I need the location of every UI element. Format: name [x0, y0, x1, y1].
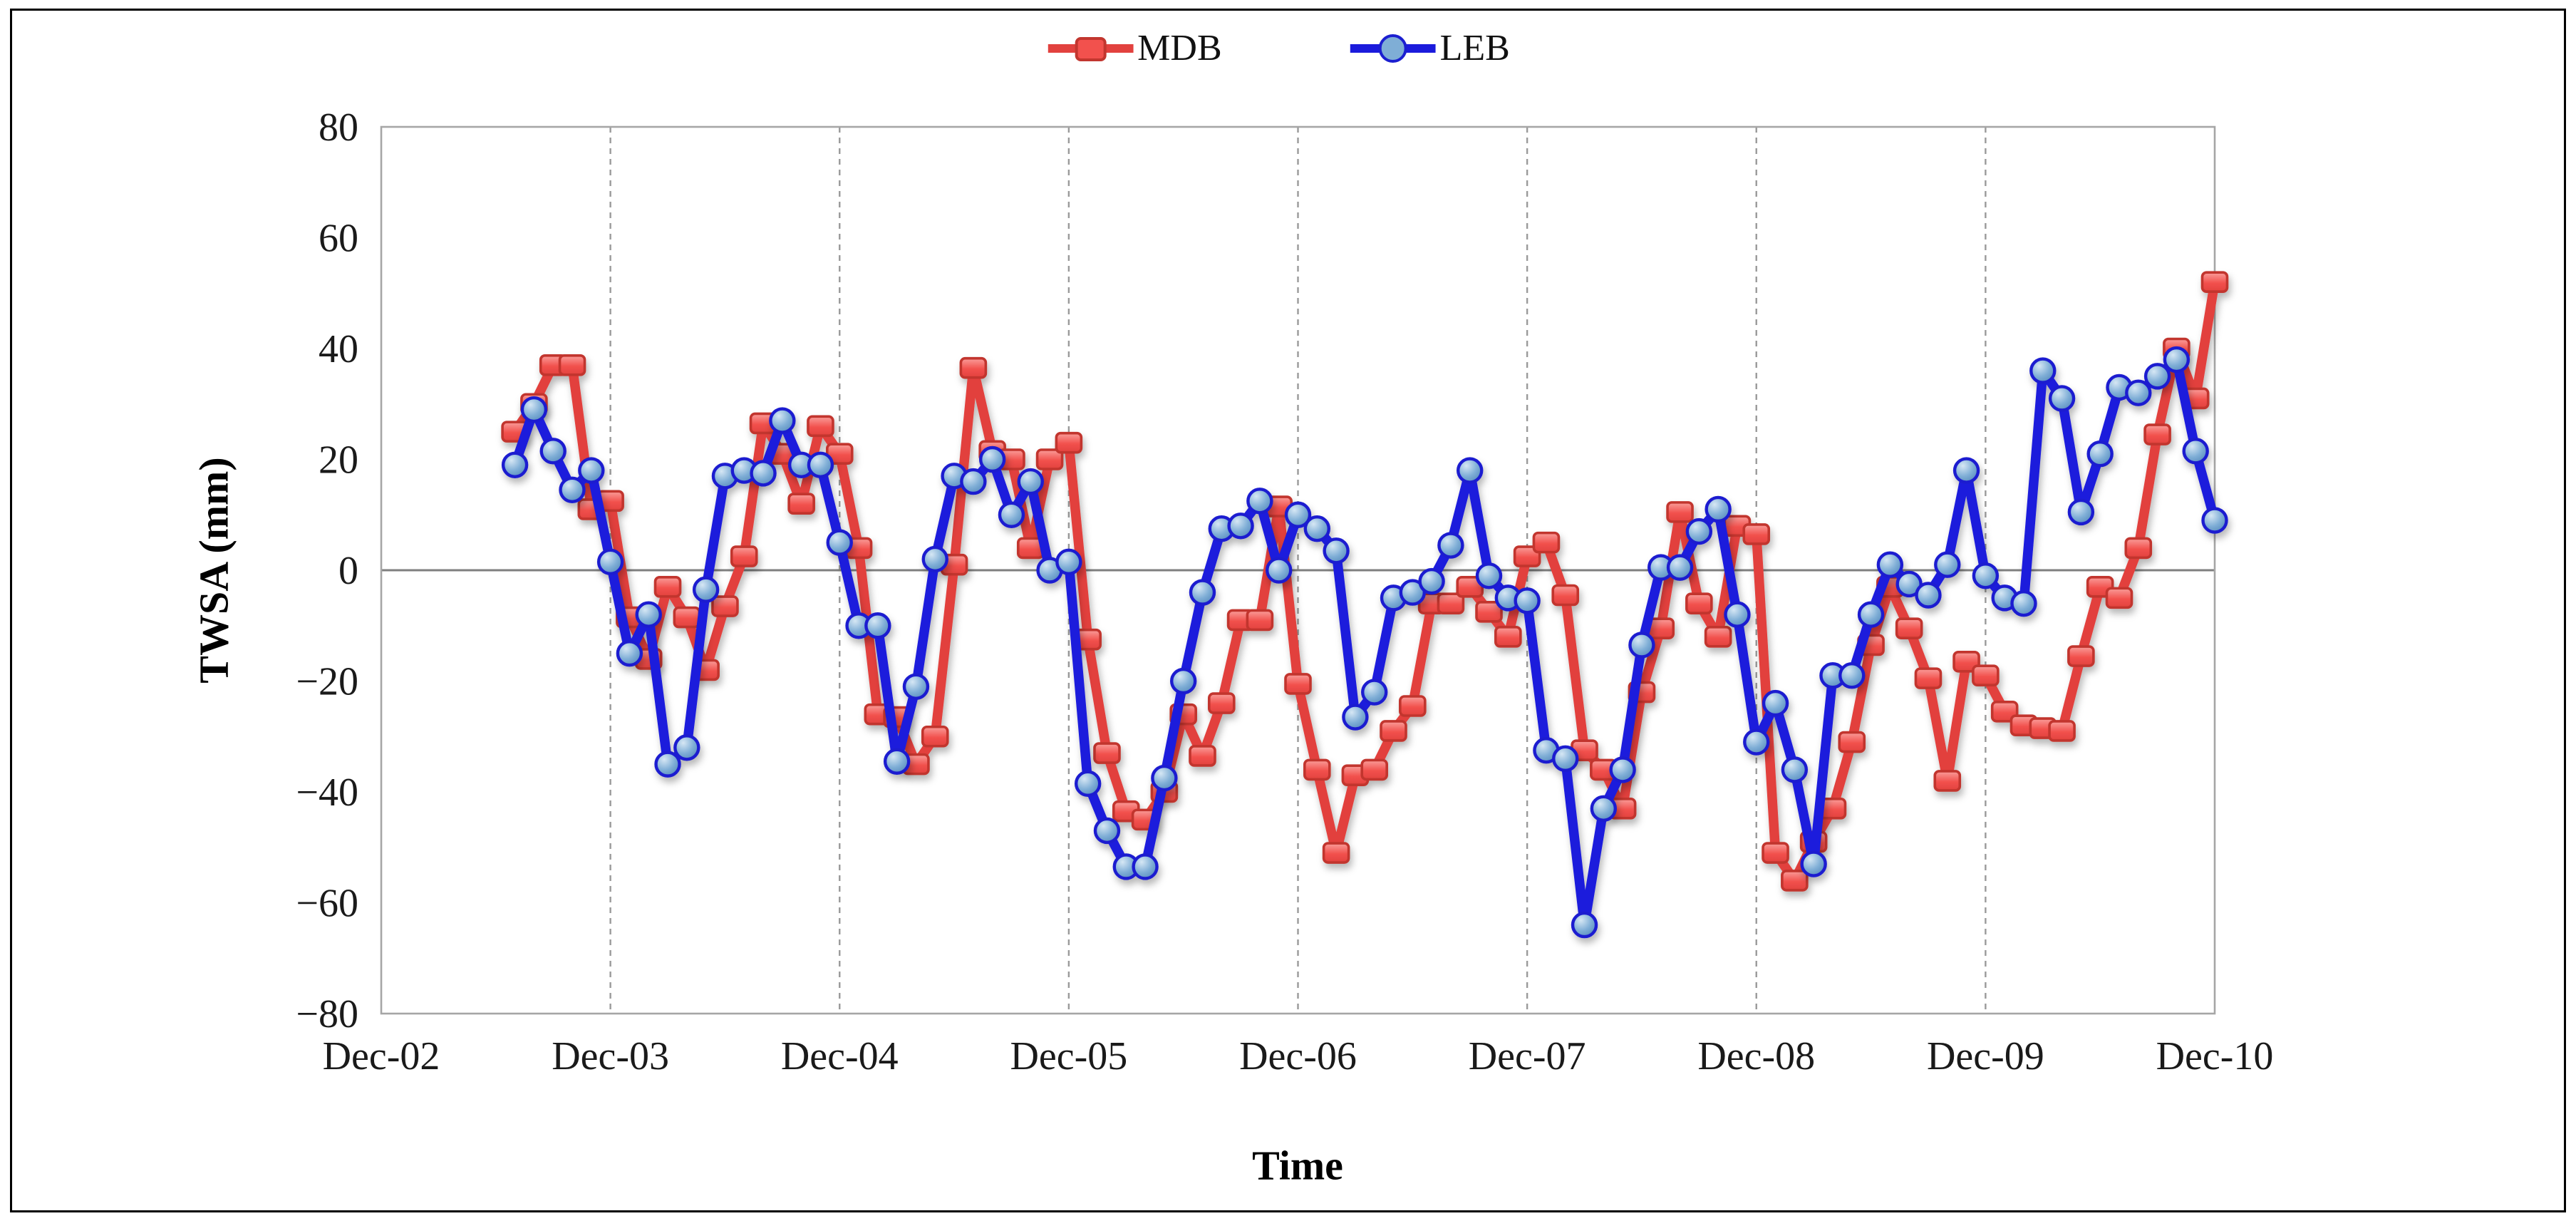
svg-text:Dec-09: Dec-09 — [1927, 1034, 2044, 1078]
svg-text:−60: −60 — [296, 882, 358, 926]
x-axis-title: Time — [1252, 1142, 1343, 1189]
svg-text:−80: −80 — [296, 992, 358, 1036]
svg-text:Dec-07: Dec-07 — [1469, 1034, 1586, 1078]
legend-item-leb: LEB — [1350, 27, 1510, 69]
y-axis-ticks: 80 60 40 20 0 −20 −40 −60 −80 — [296, 105, 358, 1036]
svg-text:80: 80 — [319, 105, 358, 150]
svg-text:Dec-06: Dec-06 — [1239, 1034, 1357, 1078]
leb-series — [501, 346, 2228, 939]
y-axis-title: TWSA (mm) — [190, 457, 237, 684]
red-square-marker-icon — [1048, 36, 1134, 61]
svg-text:60: 60 — [319, 217, 358, 261]
legend: MDB LEB — [1048, 27, 1510, 69]
svg-text:Dec-10: Dec-10 — [2156, 1034, 2274, 1078]
blue-circle-marker-icon — [1350, 34, 1436, 63]
svg-text:−20: −20 — [296, 660, 358, 704]
svg-text:Dec-05: Dec-05 — [1010, 1034, 1127, 1078]
mdb-series — [501, 271, 2229, 892]
legend-label-mdb: MDB — [1137, 28, 1222, 68]
svg-text:Dec-08: Dec-08 — [1697, 1034, 1815, 1078]
svg-text:Dec-04: Dec-04 — [781, 1034, 899, 1078]
x-axis-ticks: Dec-02 Dec-03 Dec-04 Dec-05 Dec-06 Dec-07 Dec-… — [323, 1034, 2274, 1078]
svg-text:20: 20 — [319, 438, 358, 483]
svg-text:Dec-02: Dec-02 — [323, 1034, 440, 1078]
svg-text:0: 0 — [338, 549, 358, 593]
legend-label-leb: LEB — [1439, 28, 1510, 68]
svg-text:40: 40 — [319, 327, 358, 371]
legend-item-mdb: MDB — [1048, 27, 1222, 69]
svg-text:Dec-03: Dec-03 — [552, 1034, 669, 1078]
plot-border — [380, 125, 2216, 1015]
svg-text:−40: −40 — [296, 771, 358, 815]
